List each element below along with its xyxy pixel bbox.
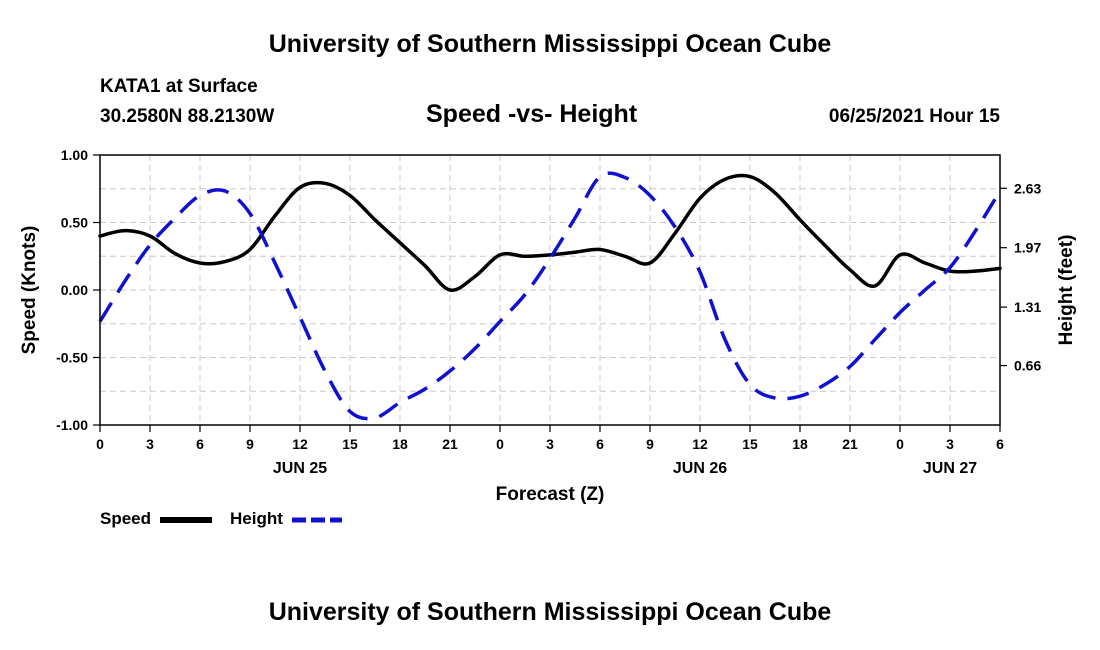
x-tick-label: 3 <box>546 436 554 452</box>
series-line-height <box>98 171 1002 421</box>
x-tick-label: 21 <box>842 436 858 452</box>
chart-title-bottom: University of Southern Mississippi Ocean… <box>268 598 832 626</box>
series-layer <box>98 171 1002 421</box>
x-tick-label: 9 <box>646 436 654 452</box>
x-tick-label: 6 <box>196 436 204 452</box>
x-tick-label: 21 <box>442 436 458 452</box>
x-tick-label: 6 <box>996 436 1004 452</box>
x-tick-label: 12 <box>692 436 708 452</box>
forecast-datetime: 06/25/2021 Hour 15 <box>828 106 1000 127</box>
station-coordinates: 30.2580N 88.2130W <box>100 106 275 127</box>
x-day-label: JUN 26 <box>673 460 727 477</box>
x-tick-label: 15 <box>742 436 758 452</box>
y2-tick-label: 1.31 <box>1014 299 1041 315</box>
x-tick-label: 6 <box>596 436 604 452</box>
chart-subtitle: Speed -vs- Height <box>426 100 638 128</box>
x-day-label: JUN 27 <box>923 460 977 477</box>
y2-tick-label: 2.63 <box>1014 180 1041 196</box>
axis-layer: 0 3 6 9 12 15 18 21 0 3 6 9 12 15 18 21 0 3 6 -1.00 -0.50 0.0… <box>19 147 1077 505</box>
x-axis-title: Forecast (Z) <box>496 484 605 505</box>
x-day-label: JUN 25 <box>273 460 327 477</box>
grid-layer <box>100 155 1000 425</box>
x-tick-label: 18 <box>392 436 408 452</box>
x-tick-label: 0 <box>496 436 504 452</box>
series-line-speed <box>98 173 1002 292</box>
y-tick-label: 0.00 <box>61 282 88 298</box>
x-tick-label: 12 <box>292 436 308 452</box>
x-tick-label: 15 <box>342 436 358 452</box>
y2-axis-title: Height (feet) <box>1056 235 1077 346</box>
y-tick-label: -0.50 <box>56 350 88 366</box>
y-tick-label: -1.00 <box>56 417 88 433</box>
station-name: KATA1 at Surface <box>100 76 258 97</box>
y-axis-title: Speed (Knots) <box>19 226 40 355</box>
legend-height-label: Height <box>230 509 283 528</box>
y2-tick-label: 1.97 <box>1014 240 1041 256</box>
y2-tick-label: 0.66 <box>1014 358 1041 374</box>
x-tick-label: 0 <box>96 436 104 452</box>
x-tick-label: 18 <box>792 436 808 452</box>
legend-speed-label: Speed <box>100 509 152 528</box>
chart-title-top: University of Southern Mississippi Ocean… <box>268 30 832 58</box>
x-tick-label: 9 <box>246 436 254 452</box>
x-tick-label: 3 <box>146 436 154 452</box>
y-tick-label: 0.50 <box>61 215 88 231</box>
x-tick-label: 3 <box>946 436 954 452</box>
y-tick-label: 1.00 <box>61 147 88 163</box>
x-tick-label: 0 <box>896 436 904 452</box>
